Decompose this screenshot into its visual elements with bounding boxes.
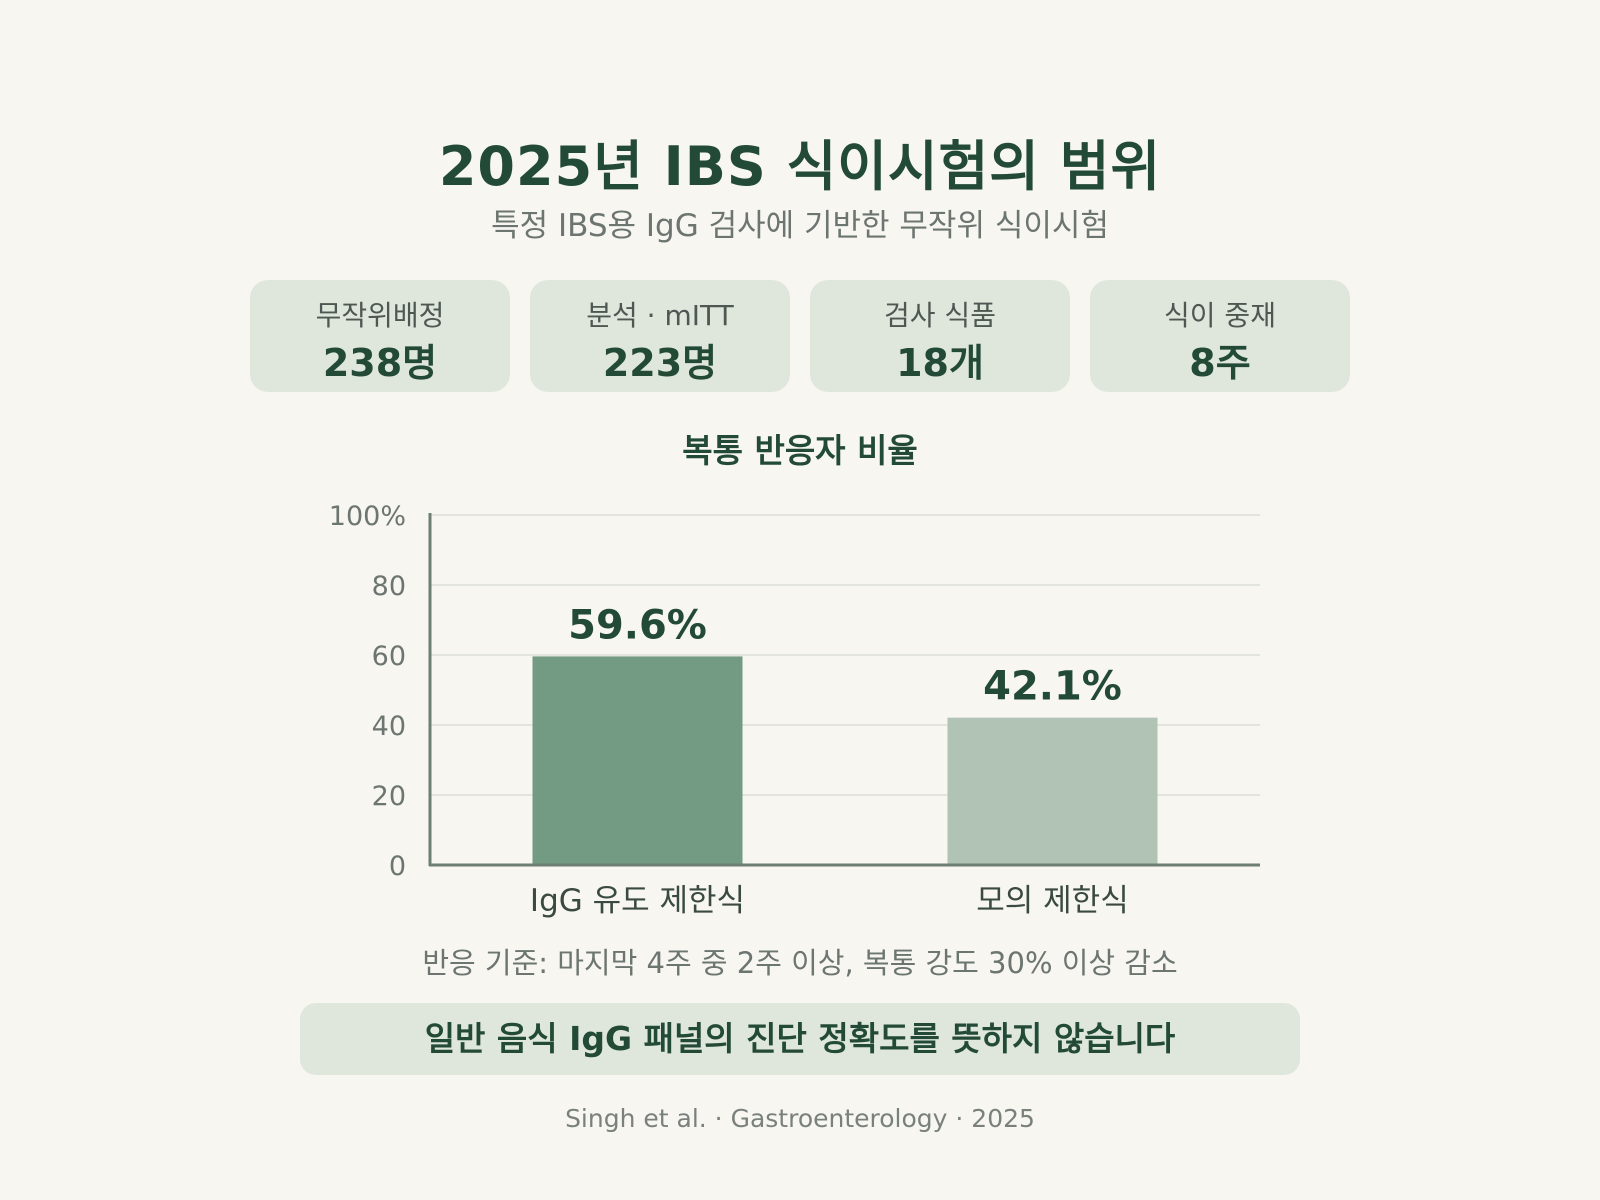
stat-value: 223명 — [602, 341, 718, 385]
y-tick-label: 20 — [372, 781, 406, 812]
stat-label: 무작위배정 — [315, 299, 445, 332]
page-subtitle: 특정 IBS용 IgG 검사에 기반한 무작위 식이시험 — [491, 208, 1109, 244]
bar-value-label: 59.6% — [568, 602, 707, 648]
stat-label: 식이 중재 — [1164, 299, 1276, 332]
stat-card-duration: 식이 중재 8주 — [1090, 280, 1350, 392]
bar — [532, 656, 743, 865]
stat-value: 8주 — [1189, 341, 1251, 385]
stat-cards: 무작위배정 238명 분석 · mITT 223명 검사 식품 18개 식이 중… — [250, 280, 1350, 392]
y-tick-label: 0 — [389, 851, 406, 882]
stat-value: 238명 — [322, 341, 438, 385]
y-tick-label: 60 — [372, 641, 406, 672]
source-citation: Singh et al. · Gastroenterology · 2025 — [565, 1104, 1035, 1133]
y-tick-label: 40 — [372, 711, 406, 742]
y-tick-label: 80 — [372, 571, 406, 602]
y-tick-label: 100% — [329, 501, 406, 532]
stat-card-randomized: 무작위배정 238명 — [250, 280, 510, 392]
stat-value: 18개 — [896, 341, 984, 385]
chart-title: 복통 반응자 비율 — [682, 431, 918, 470]
stat-card-foods: 검사 식품 18개 — [810, 280, 1070, 392]
x-category-label: 모의 제한식 — [976, 883, 1128, 919]
bar — [947, 717, 1158, 865]
disclaimer-banner: 일반 음식 IgG 패널의 진단 정확도를 뜻하지 않습니다 — [300, 1003, 1300, 1075]
stat-label: 검사 식품 — [884, 299, 996, 332]
page-title: 2025년 IBS 식이시험의 범위 — [438, 135, 1162, 198]
bar-value-label: 42.1% — [983, 664, 1122, 710]
stat-label: 분석 · mITT — [586, 299, 734, 332]
x-category-label: IgG 유도 제한식 — [530, 883, 745, 919]
response-criteria-note: 반응 기준: 마지막 4주 중 2주 이상, 복통 강도 30% 이상 감소 — [422, 946, 1178, 980]
stat-card-analyzed: 분석 · mITT 223명 — [530, 280, 790, 392]
